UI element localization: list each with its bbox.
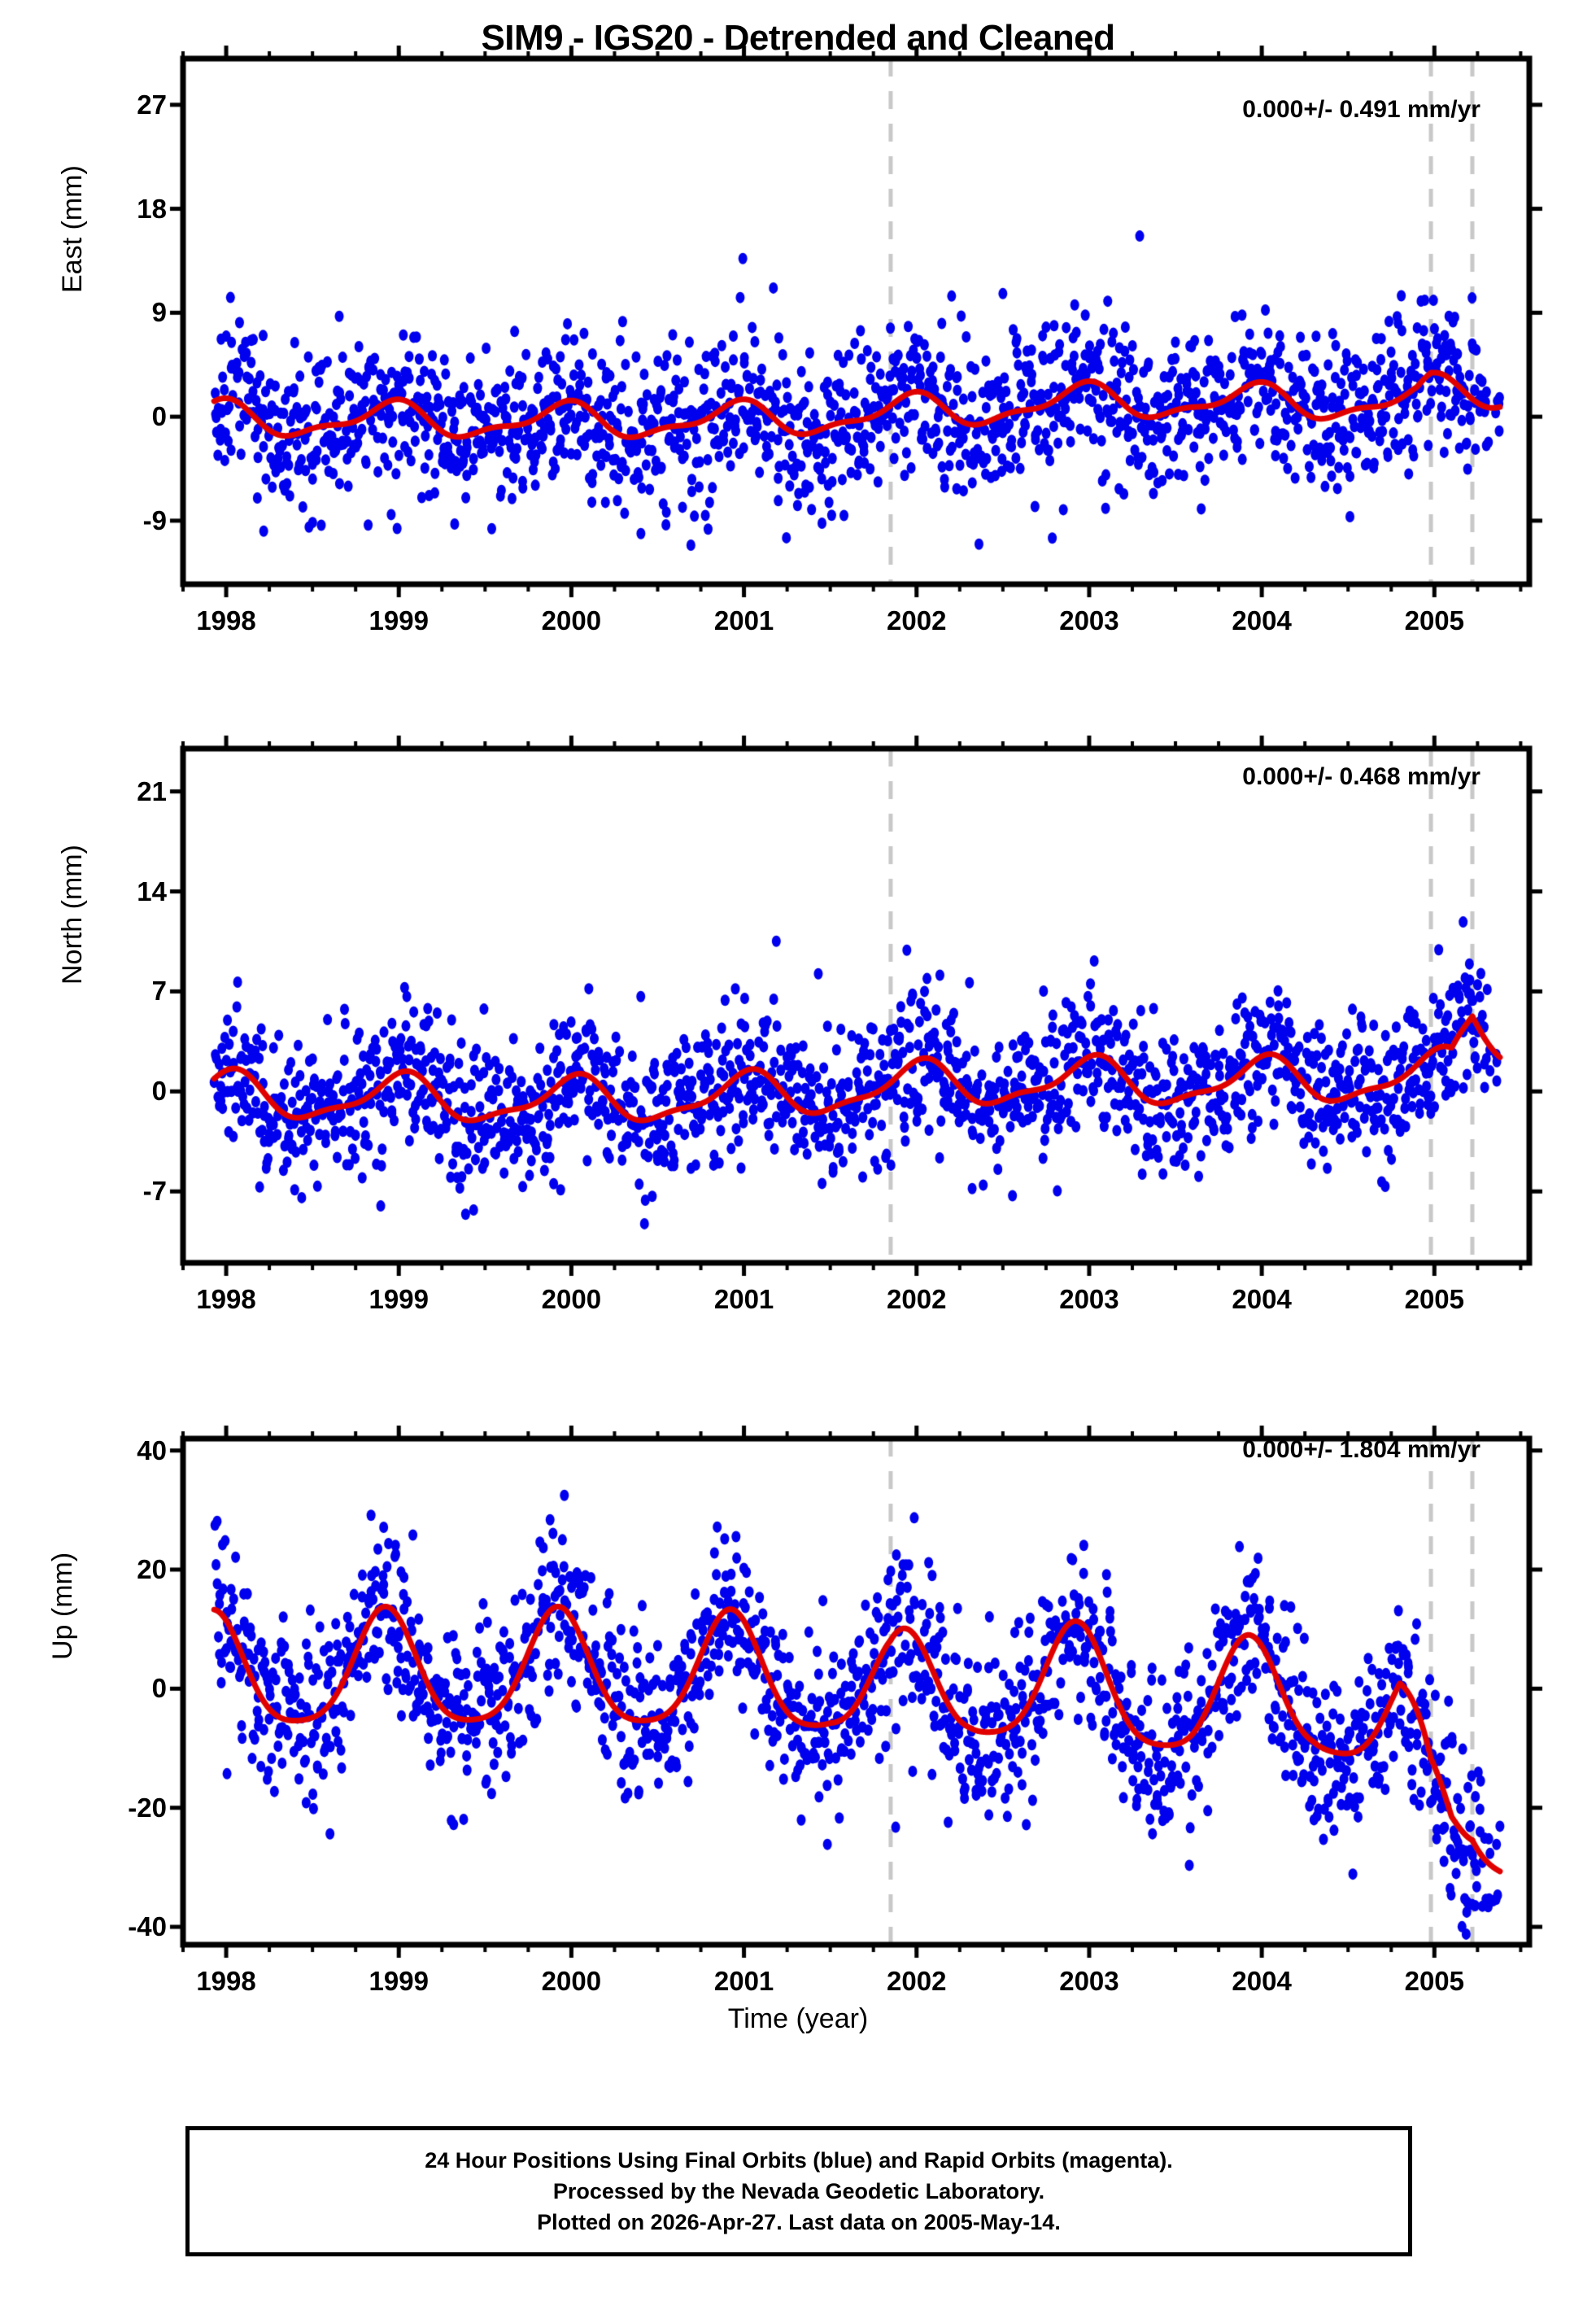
north-ytick-label: -7 [142, 1176, 167, 1207]
north-xtick-label: 2000 [541, 1284, 602, 1314]
north-rate-annotation: 0.000+/- 0.468 mm/yr [1242, 763, 1480, 790]
east-xtick-label: 2004 [1232, 605, 1292, 635]
east-xtick-label: 1999 [368, 605, 429, 635]
caption-line-1: 24 Hour Positions Using Final Orbits (bl… [425, 2147, 1173, 2173]
up-ytick-label: 40 [137, 1435, 167, 1465]
north-xtick-label: 2004 [1232, 1284, 1292, 1314]
caption-line-3: Plotted on 2026-Apr-27. Last data on 200… [537, 2210, 1061, 2235]
up-xtick-label: 2004 [1232, 1966, 1292, 1996]
north-xtick-label: 2001 [713, 1284, 774, 1314]
east-xtick-label: 2003 [1059, 605, 1119, 635]
north-xtick-label: 2002 [887, 1284, 947, 1314]
east-xtick-label: 2002 [887, 605, 947, 635]
up-rate-annotation: 0.000+/- 1.804 mm/yr [1242, 1436, 1480, 1463]
page-title: SIM9 - IGS20 - Detrended and Cleaned [481, 18, 1115, 58]
east-ytick-label: -9 [142, 504, 167, 535]
up-xtick-label: 2003 [1059, 1966, 1119, 1996]
east-ytick-label: 27 [137, 89, 167, 120]
east-xtick-label: 1998 [196, 605, 256, 635]
east-rate-annotation: 0.000+/- 0.491 mm/yr [1242, 96, 1480, 123]
north-ytick-label: 7 [151, 976, 167, 1007]
up-ytick-label: -20 [128, 1792, 167, 1823]
north-xtick-label: 2005 [1404, 1284, 1465, 1314]
east-y-axis-label: East (mm) [57, 165, 88, 293]
east-ytick-label: 9 [151, 297, 167, 328]
caption-line-2: Processed by the Nevada Geodetic Laborat… [552, 2178, 1045, 2203]
north-xtick-label: 1998 [196, 1284, 256, 1314]
north-xtick-label: 2003 [1059, 1284, 1119, 1314]
up-xtick-label: 2005 [1404, 1966, 1465, 1996]
caption-box: 24 Hour Positions Using Final Orbits (bl… [185, 2126, 1412, 2256]
up-xtick-label: 2000 [541, 1966, 602, 1996]
up-xtick-label: 2002 [887, 1966, 947, 1996]
up-ytick-label: 0 [151, 1673, 167, 1704]
north-y-axis-label: North (mm) [57, 845, 88, 985]
up-ytick-label: 20 [137, 1553, 167, 1584]
north-ytick-label: 21 [137, 775, 167, 806]
up-xtick-label: 1999 [368, 1966, 429, 1996]
up-ytick-label: -40 [128, 1911, 167, 1942]
up-xtick-label: 1998 [196, 1966, 256, 1996]
east-xtick-label: 2005 [1404, 605, 1465, 635]
north-ytick-label: 14 [137, 876, 167, 906]
east-xtick-label: 2001 [713, 605, 774, 635]
up-xtick-label: 2001 [713, 1966, 774, 1996]
north-ytick-label: 0 [151, 1076, 167, 1107]
x-axis-label: Time (year) [727, 2003, 869, 2034]
east-xtick-label: 2000 [541, 605, 602, 635]
east-ytick-label: 18 [137, 193, 167, 224]
east-ytick-label: 0 [151, 401, 167, 432]
north-xtick-label: 1999 [368, 1284, 429, 1314]
